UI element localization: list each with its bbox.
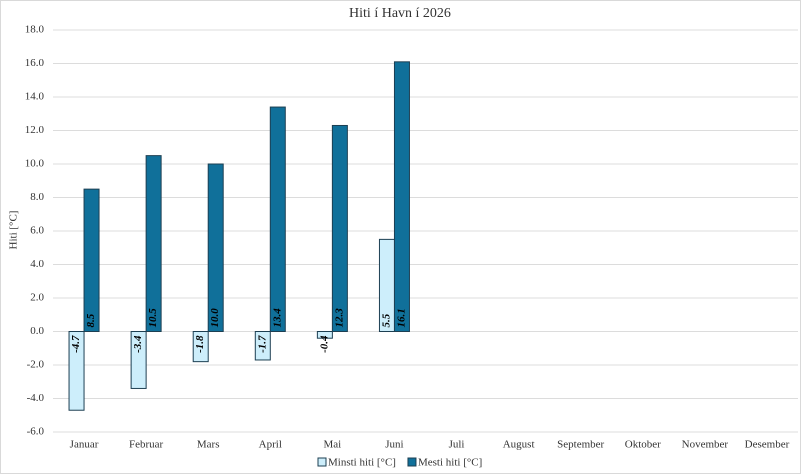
- y-tick-label: -2.0: [27, 359, 45, 371]
- value-label: 12.3: [333, 308, 345, 328]
- y-tick-label: 14.0: [25, 91, 45, 103]
- x-tick-label: November: [682, 439, 729, 451]
- x-tick-label: Oktober: [625, 439, 661, 451]
- x-tick-label: Juni: [385, 439, 403, 451]
- x-tick-label: Desember: [745, 439, 790, 451]
- x-tick-label: Mai: [324, 439, 342, 451]
- value-label: 8.5: [85, 313, 97, 327]
- value-label: 13.4: [271, 308, 283, 328]
- bar: [130, 331, 147, 389]
- x-tick-label: April: [259, 439, 282, 451]
- value-label: 10.5: [147, 308, 159, 328]
- bar: [316, 331, 333, 339]
- bar: [192, 331, 209, 363]
- y-axis-label: Hiti [°C]: [8, 211, 20, 250]
- value-label: 5.5: [380, 313, 392, 327]
- value-label: -3.4: [132, 335, 144, 353]
- bar: [331, 124, 348, 332]
- value-label: -0.4: [318, 335, 330, 353]
- legend-label: Mesti hiti [°C]: [418, 457, 482, 469]
- value-label: -4.7: [70, 335, 82, 353]
- chart-title: Hiti í Havn í 2026: [349, 6, 451, 21]
- legend-label: Minsti hiti [°C]: [328, 457, 396, 469]
- x-tick-label: Juli: [449, 439, 465, 451]
- y-tick-label: 8.0: [30, 191, 44, 203]
- y-tick-label: 10.0: [25, 158, 45, 170]
- y-tick-label: 6.0: [30, 225, 44, 237]
- bar: [254, 331, 271, 361]
- x-tick-label: September: [557, 439, 604, 451]
- value-label: -1.7: [256, 335, 268, 353]
- y-tick-label: -6.0: [27, 426, 45, 438]
- legend-swatch: [407, 457, 417, 467]
- y-tick-label: 2.0: [30, 292, 44, 304]
- bar: [83, 188, 100, 332]
- y-tick-label: 4.0: [30, 258, 44, 270]
- x-tick-label: Januar: [70, 439, 99, 451]
- legend-swatch: [317, 457, 327, 467]
- bar: [207, 163, 224, 332]
- value-label: 10.0: [209, 308, 221, 328]
- y-tick-label: 16.0: [25, 57, 45, 69]
- y-tick-label: 12.0: [25, 124, 45, 136]
- y-tick-label: 0.0: [30, 325, 44, 337]
- x-tick-label: Mars: [197, 439, 220, 451]
- bar: [145, 155, 162, 332]
- y-tick-label: 18.0: [25, 24, 45, 36]
- value-label: 16.1: [395, 308, 407, 327]
- bar: [68, 331, 85, 411]
- x-tick-label: August: [503, 439, 535, 451]
- bar: [269, 106, 286, 332]
- x-tick-label: Februar: [129, 439, 164, 451]
- y-tick-label: -4.0: [27, 392, 45, 404]
- bar: [393, 61, 410, 332]
- value-label: -1.8: [194, 335, 206, 353]
